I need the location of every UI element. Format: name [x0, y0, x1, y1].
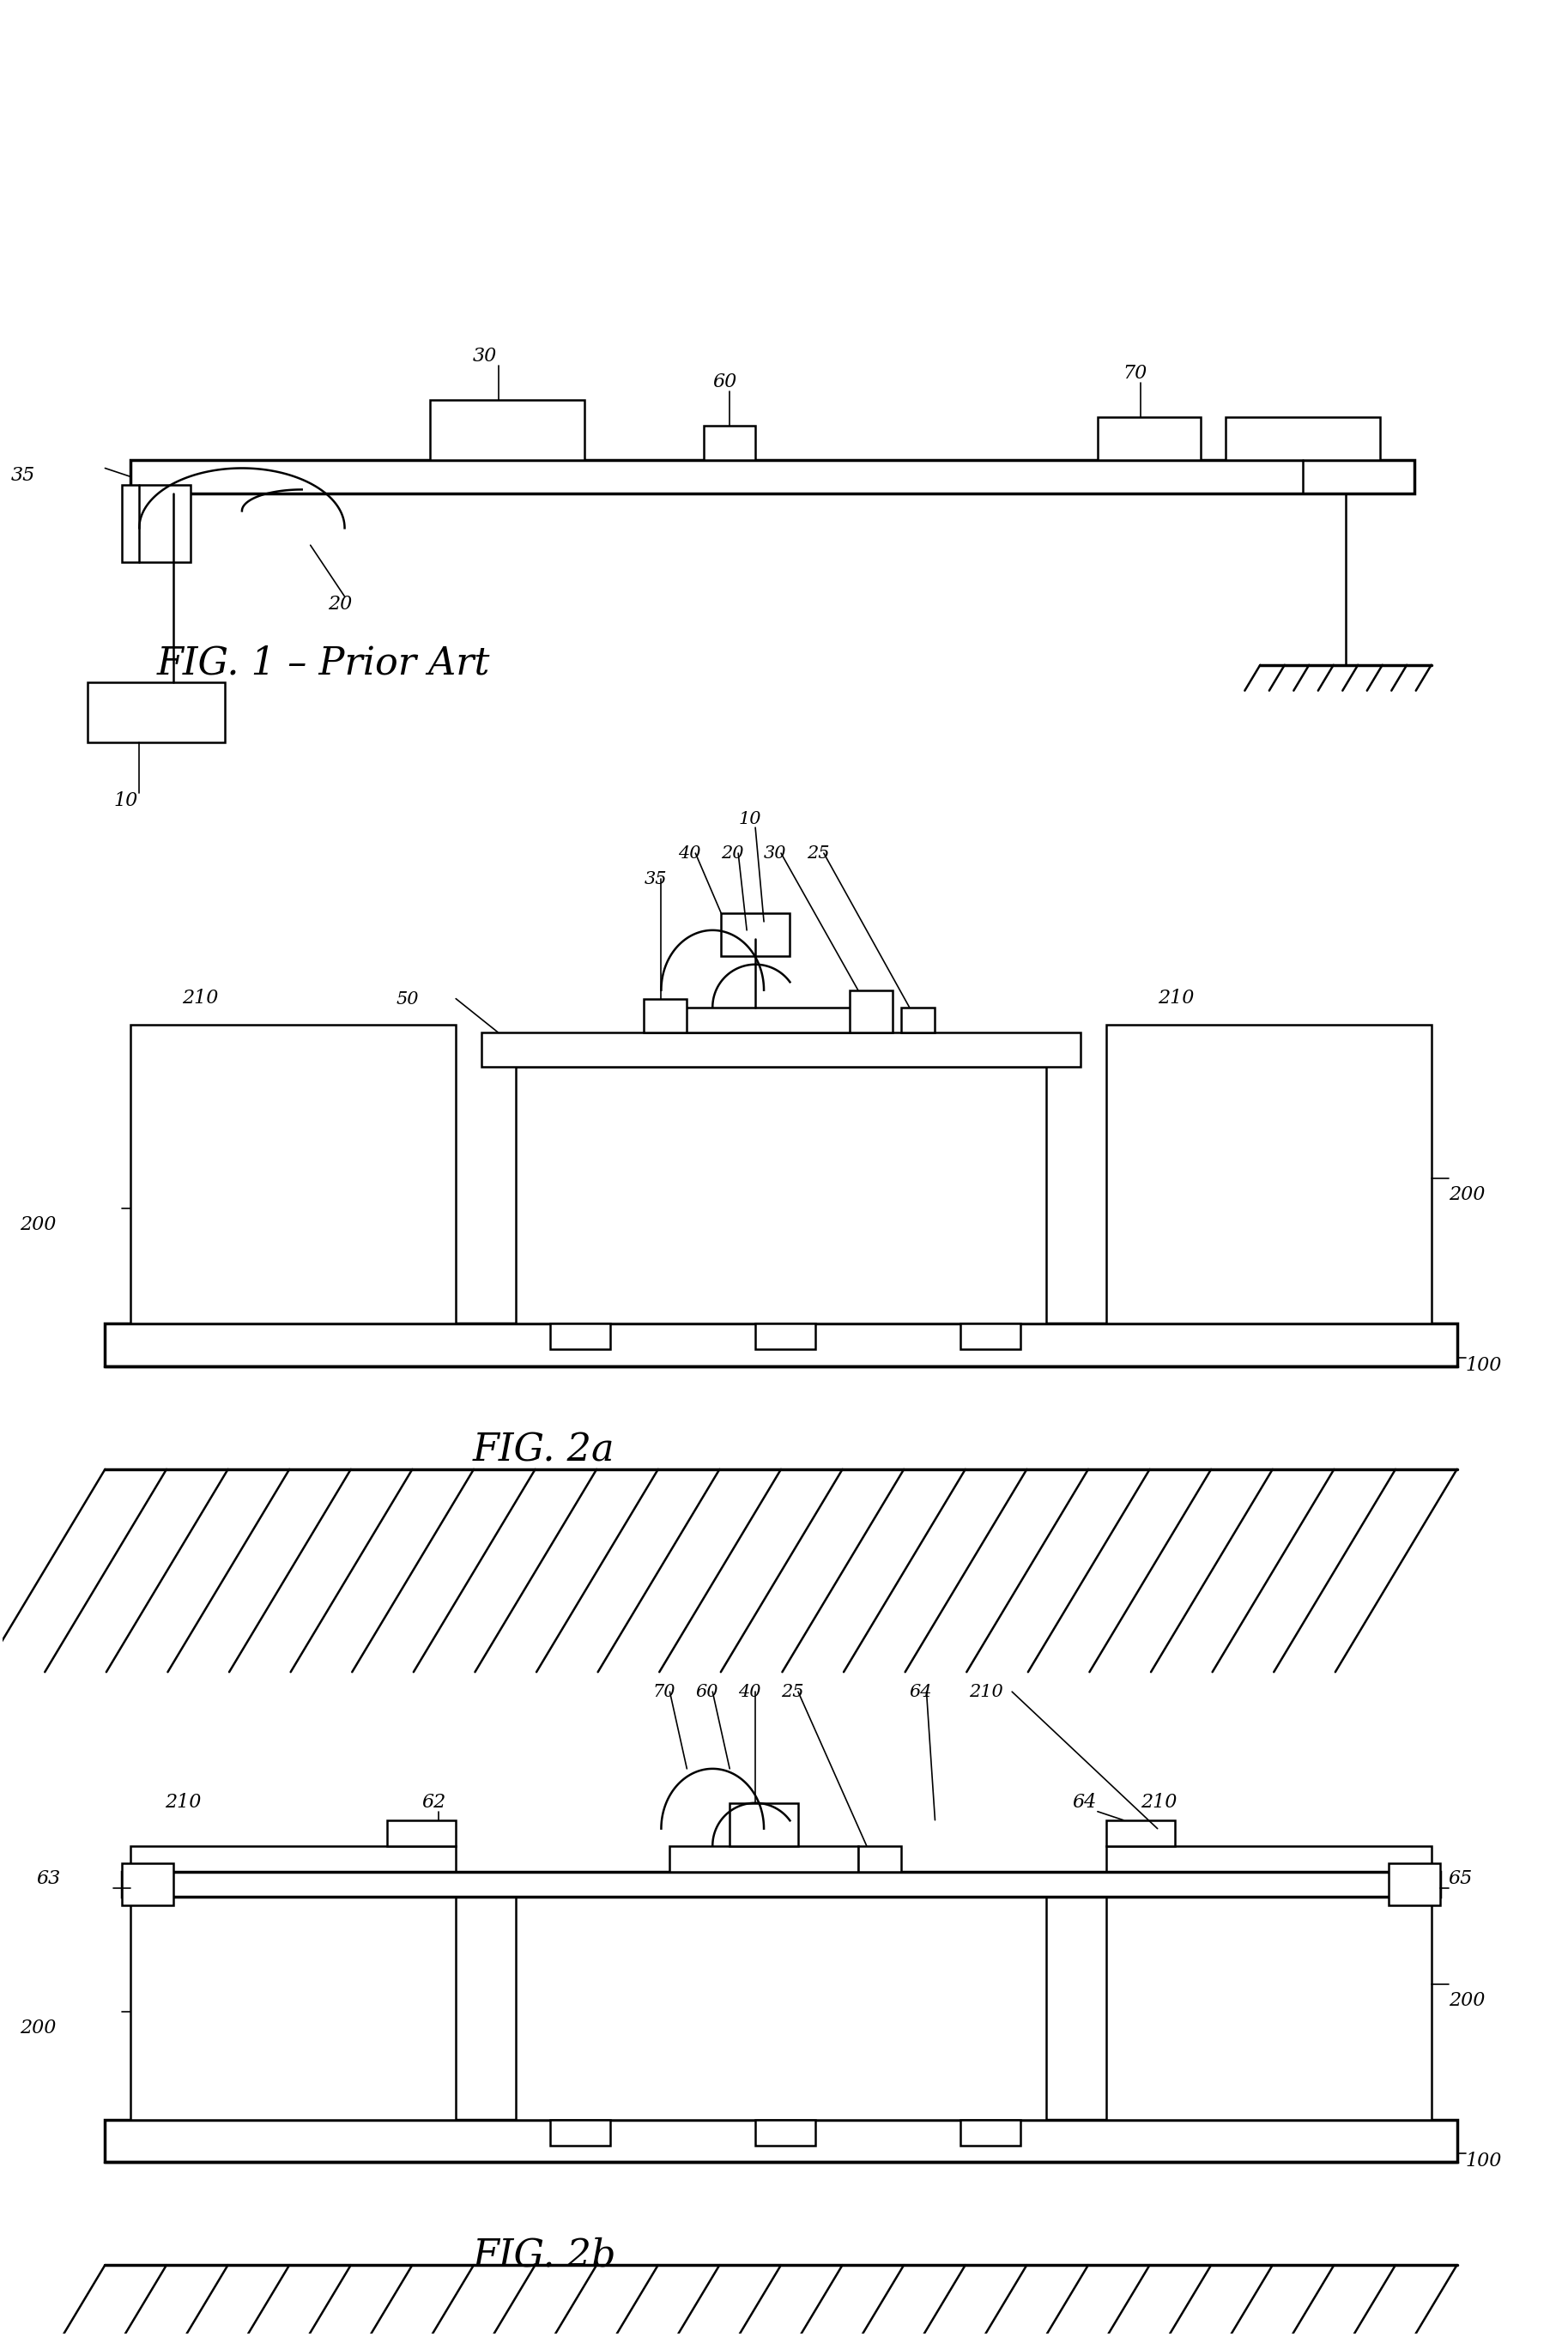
Bar [130, 460, 1414, 493]
Text: 50: 50 [397, 991, 419, 1007]
Bar [756, 1323, 815, 1348]
Bar [130, 1846, 456, 2120]
Bar [516, 1898, 1046, 2120]
Bar [858, 1846, 900, 1872]
Bar [430, 400, 585, 460]
Text: 10: 10 [739, 811, 760, 827]
Text: 10: 10 [113, 792, 138, 811]
Bar [1389, 1863, 1439, 1905]
Text: 64: 64 [1073, 1792, 1096, 1811]
Bar [961, 2120, 1021, 2145]
Bar [644, 998, 687, 1033]
Bar [550, 2120, 610, 2145]
Text: 100: 100 [1466, 2152, 1502, 2171]
Text: 200: 200 [19, 2019, 56, 2038]
Bar [1105, 1821, 1174, 1846]
Bar [1105, 1024, 1432, 1323]
Bar [105, 1323, 1457, 1367]
Text: 210: 210 [1140, 1792, 1176, 1811]
Text: 70: 70 [1123, 365, 1148, 383]
Bar [122, 1872, 1439, 1898]
Bar [756, 2120, 815, 2145]
Text: 20: 20 [721, 846, 743, 862]
Text: FIG. 2a: FIG. 2a [474, 1433, 615, 1470]
Text: 60: 60 [696, 1685, 718, 1701]
Text: 25: 25 [806, 846, 829, 862]
Bar [1105, 1846, 1432, 2120]
Text: 210: 210 [969, 1685, 1004, 1701]
Text: 60: 60 [712, 372, 737, 390]
Bar [1098, 416, 1200, 460]
Text: 20: 20 [328, 594, 351, 615]
Text: 200: 200 [1449, 1991, 1485, 2010]
Bar [130, 1024, 456, 1323]
Bar [122, 1863, 174, 1905]
Text: 63: 63 [36, 1870, 61, 1888]
Text: 40: 40 [679, 846, 701, 862]
Text: 62: 62 [422, 1792, 445, 1811]
Text: 210: 210 [1157, 989, 1193, 1007]
Bar [670, 1007, 858, 1033]
Bar [550, 1323, 610, 1348]
Text: 35: 35 [644, 872, 666, 888]
Bar [122, 486, 191, 563]
Text: 64: 64 [909, 1685, 931, 1701]
Bar [105, 2120, 1457, 2162]
Text: 30: 30 [764, 846, 787, 862]
Bar [88, 682, 224, 741]
Bar [387, 1821, 456, 1846]
Bar [1226, 416, 1380, 460]
Text: FIG. 1 – Prior Art: FIG. 1 – Prior Art [157, 645, 489, 682]
Text: 210: 210 [165, 1792, 201, 1811]
Bar [670, 1846, 858, 1872]
Bar [516, 1068, 1046, 1323]
Text: FIG. 2b: FIG. 2b [474, 2237, 616, 2274]
Bar [961, 1323, 1021, 1348]
Text: 200: 200 [19, 1215, 56, 1234]
Bar [900, 1007, 935, 1033]
Text: 210: 210 [182, 989, 218, 1007]
Text: 25: 25 [781, 1685, 804, 1701]
Text: 200: 200 [1449, 1185, 1485, 1204]
Text: 40: 40 [739, 1685, 760, 1701]
Bar [729, 1802, 798, 1846]
Text: 100: 100 [1466, 1355, 1502, 1374]
Text: 65: 65 [1449, 1870, 1472, 1888]
Bar [850, 991, 892, 1033]
Text: 35: 35 [11, 467, 34, 486]
Bar [721, 914, 790, 956]
Text: 70: 70 [652, 1685, 676, 1701]
Bar [481, 1033, 1080, 1068]
Bar [704, 425, 756, 460]
Text: 30: 30 [474, 346, 497, 365]
